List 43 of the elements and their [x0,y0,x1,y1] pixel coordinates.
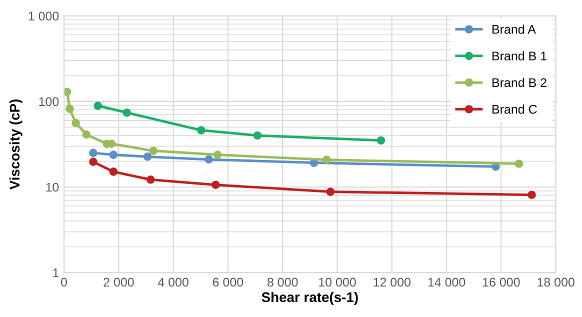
point [82,130,91,139]
point [109,150,118,159]
point [64,88,72,96]
point [122,108,132,117]
point [146,175,155,184]
point [514,160,524,168]
x-tick-label: 18 000 [538,278,574,287]
x-tick-label: 10 000 [319,278,356,287]
x-tick-label: 14 000 [428,278,466,287]
x-tick-label: 6 000 [212,278,244,287]
x-tick-label: 12 000 [374,278,411,287]
point [204,155,213,164]
point [376,136,386,145]
point [211,180,220,190]
point [322,156,331,164]
point [94,102,102,110]
legend-label: Brand A [492,24,536,34]
legend-label: Brand B 2 [492,78,546,88]
point [253,131,262,140]
legend-label: Brand C [492,104,537,114]
y-tick-label: 10 [46,182,59,192]
point [72,118,80,128]
point [89,158,98,166]
y-tick-label: 1 000 [28,12,59,20]
point [213,150,222,159]
point [326,188,335,196]
x-tick-label: 8 000 [268,278,298,287]
point [528,190,536,200]
x-tick-label: 4 000 [158,278,188,287]
y-axis-title: Viscosity (cP) [9,100,22,190]
point [66,104,74,113]
point [197,126,206,134]
y-tick-label: 1 [53,268,59,278]
legend-label: Brand B 1 [492,51,546,60]
y-tick-label: 100 [39,97,59,106]
point [109,168,118,176]
x-tick-label: 2 000 [104,278,134,287]
x-tick-label: 0 [61,278,68,287]
x-tick-label: 16 000 [483,278,520,287]
x-axis-title: Shear rate(s-1) [262,292,358,305]
point [143,152,152,161]
point [149,146,158,155]
point [89,148,98,158]
